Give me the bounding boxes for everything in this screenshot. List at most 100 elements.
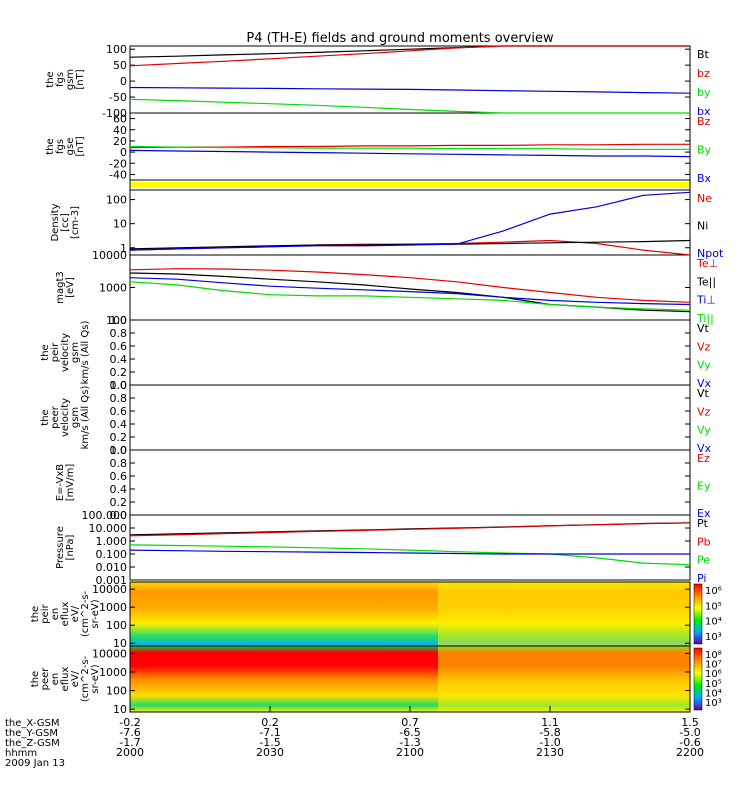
colorbar-tick-label: 10⁶ <box>705 586 722 597</box>
colorbar-tick-label: 10⁴ <box>705 617 722 628</box>
panel-temperature: 10000 1000 100 magt3 [eV] Te⊥ Te|| Ti⊥ Ti|| <box>55 249 718 327</box>
y-tick-label: 100 <box>106 685 127 698</box>
y-tick-label: 0.0 <box>110 509 128 522</box>
series-line-fgs-gsm-by <box>129 98 690 114</box>
y-axis-label: (cm^2-s- <box>80 590 91 637</box>
legend-entry: Ne <box>697 192 712 205</box>
y-axis-label: Pressure <box>55 526 66 569</box>
panel-frame <box>129 319 691 386</box>
x-tick-label: 1.1 <box>541 716 559 729</box>
panel-quality-bar <box>129 179 691 191</box>
plot-title: P4 (TH-E) fields and ground moments over… <box>246 31 554 46</box>
y-tick-label: 0.6 <box>110 405 128 418</box>
x-tick-label: 2200 <box>676 746 704 759</box>
legend-entry: Npot <box>697 247 724 260</box>
x-tick-label: 2100 <box>396 746 424 759</box>
y-tick-label: -20 <box>109 157 127 170</box>
y-axis-label: eflux <box>60 602 71 627</box>
x-tick-label: -6.5 <box>399 726 420 739</box>
x-tick-label: -5.0 <box>679 726 700 739</box>
legend-entry: Vt <box>697 387 710 400</box>
legend-entry: Vy <box>697 424 711 437</box>
y-tick-label: 10000 <box>92 583 127 596</box>
y-axis-label: en <box>50 608 61 621</box>
y-axis-label: the <box>30 606 41 622</box>
legend-entry: Ni <box>697 220 708 233</box>
series-line-fgs-gsm-bx <box>129 86 691 94</box>
x-tick-label: -5.8 <box>539 726 560 739</box>
series-line-fgs-gse-By <box>129 145 690 150</box>
x-tick-label: -7.6 <box>119 726 140 739</box>
y-tick-label: -40 <box>109 168 127 181</box>
y-axis-label: the <box>45 138 56 154</box>
series-line-temperature-Te|| <box>129 272 691 313</box>
y-tick-label: 0.2 <box>110 366 128 379</box>
date-label: 2009 Jan 13 <box>5 758 65 769</box>
legend-entry: Bz <box>697 115 711 128</box>
legend-entry: Ex <box>697 507 711 520</box>
y-tick-label: 20 <box>113 135 127 148</box>
panel-peir-spec: 10⁶ 10⁵ 10⁴ 10³ 10000 1000 100 10 the peir en eflux… <box>30 581 722 650</box>
y-axis-label: the <box>45 71 56 87</box>
x-tick-label: -0.6 <box>679 736 700 749</box>
colorbar-tick-label: 10³ <box>705 698 722 709</box>
x-tick-label: -1.3 <box>399 736 420 749</box>
y-tick-label: 1.0 <box>110 444 128 457</box>
series-line-density-Npot <box>129 191 691 251</box>
legend-entry: by <box>697 86 711 99</box>
y-axis-label: Density <box>50 203 61 241</box>
colorbar-tick-label: 10⁵ <box>705 679 722 690</box>
legend-entry: Pb <box>697 535 711 548</box>
y-axis-label: gsm <box>65 69 76 90</box>
y-tick-label: 10000 <box>92 647 127 660</box>
y-axis-label: E=-VxB <box>55 464 66 501</box>
legend-entry: Ez <box>697 452 710 465</box>
y-axis-label: [nT] <box>75 69 86 89</box>
y-axis-label: eflux <box>60 667 71 692</box>
y-tick-label: 0.4 <box>110 483 128 496</box>
y-axis-label: gsm <box>70 407 81 428</box>
y-axis-label: eV/ <box>70 670 81 687</box>
y-tick-label: 0.8 <box>110 457 128 470</box>
x-tick-label: 2130 <box>536 746 564 759</box>
legend-entry: Ti⊥ <box>696 294 716 307</box>
colorbar <box>693 647 703 711</box>
y-axis-label: the <box>40 344 51 360</box>
y-tick-label: 0.2 <box>110 431 128 444</box>
y-tick-label: -50 <box>109 91 127 104</box>
x-axis-row-label: hhmm <box>5 748 37 759</box>
y-tick-label: 1.000 <box>96 535 128 548</box>
series-line-density-Ni <box>129 239 691 250</box>
y-tick-label: 10000 <box>92 249 127 262</box>
panel-frame <box>129 45 691 114</box>
y-axis-label: [nT] <box>75 136 86 156</box>
y-axis-label: peer <box>40 667 51 691</box>
legend-entry: bz <box>697 67 710 80</box>
series-line-fgs-gsm-bz <box>129 45 690 67</box>
y-tick-label: 1.0 <box>110 379 128 392</box>
x-tick-label: -1.7 <box>119 736 140 749</box>
series-line-temperature-Te⊥ <box>129 268 691 303</box>
y-axis-label: peir <box>40 603 51 623</box>
colorbar-tick-label: 10³ <box>705 632 722 643</box>
y-axis-label: fgs <box>55 72 66 87</box>
x-axis-row-label: the_Z-GSM <box>5 738 60 749</box>
y-tick-label: 0.6 <box>110 470 128 483</box>
y-tick-label: 10 <box>113 218 127 231</box>
y-axis-label: peir <box>50 342 61 362</box>
series-line-fgs-gsm-Bt <box>129 45 690 58</box>
y-tick-label: 0.010 <box>96 561 128 574</box>
y-axis-label: the <box>30 671 41 687</box>
panel-frame <box>129 449 691 516</box>
y-tick-label: 0.100 <box>96 548 128 561</box>
y-tick-label: 10.000 <box>89 522 128 535</box>
y-tick-label: 100.000 <box>82 509 128 522</box>
colorbar-tick-label: 10⁷ <box>705 660 722 671</box>
y-axis-label: sr-eV) <box>90 664 101 693</box>
y-axis-label: gse <box>65 138 76 156</box>
colorbar-tick-label: 10⁴ <box>705 688 722 699</box>
legend-entry: Bt <box>697 48 710 61</box>
